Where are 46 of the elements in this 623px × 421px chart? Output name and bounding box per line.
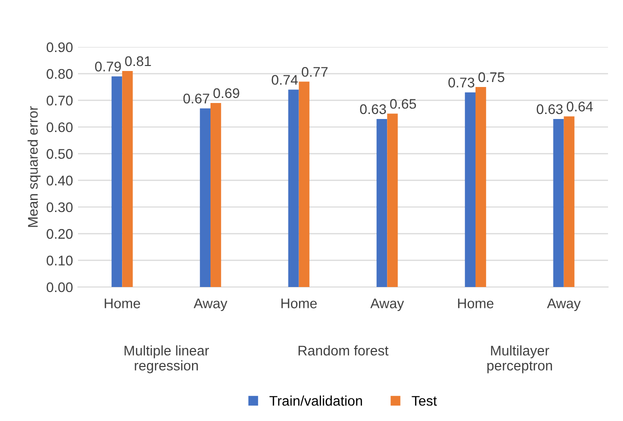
bar: [200, 108, 210, 287]
y-tick-label: 0.80: [46, 69, 73, 79]
y-tick-label: 0.00: [46, 282, 73, 292]
y-tick-label: 0.90: [46, 42, 73, 52]
y-tick-label: 0.30: [46, 202, 73, 212]
x-tick-label: Away: [547, 298, 581, 312]
y-axis-title: Mean squared error: [28, 106, 41, 227]
y-tick-label: 0.20: [46, 229, 73, 239]
y-tick-label: 0.50: [46, 149, 73, 159]
text: Random forest: [298, 345, 388, 356]
data-label: 0.63: [360, 104, 386, 114]
y-tick-label: 0.10: [46, 256, 73, 266]
data-label: 0.69: [213, 88, 240, 98]
data-label: 0.79: [95, 62, 121, 72]
bar: [376, 119, 388, 287]
text: Multilayer perceptron: [487, 345, 552, 374]
x-tick-label: Away: [370, 298, 404, 312]
data-label: 0.67: [183, 94, 210, 104]
data-label: 0.65: [390, 98, 416, 109]
x-tick-label: Home: [104, 298, 140, 308]
bar: [387, 114, 398, 287]
data-label: 0.81: [125, 56, 151, 66]
bar: [553, 119, 564, 287]
x-tick-label: Home: [281, 298, 317, 308]
data-label: 0.73: [448, 78, 474, 88]
legend-label: Test: [412, 396, 437, 406]
bar: [564, 116, 574, 287]
legend-label: Train/validation: [270, 396, 362, 406]
bar: [476, 87, 486, 287]
data-label: 0.63: [536, 104, 563, 114]
y-tick-label: 0.60: [46, 122, 73, 132]
data-label: 0.74: [272, 74, 298, 85]
y-tick-label: 0.40: [46, 176, 73, 186]
x-tick-label: Home: [458, 298, 494, 308]
data-label: 0.75: [478, 72, 504, 82]
data-label: 0.77: [302, 66, 328, 77]
bar: [464, 92, 476, 287]
bar: [112, 76, 122, 287]
bar: [298, 82, 310, 287]
text: Multiple linear regression: [124, 345, 209, 374]
bar: [210, 103, 222, 287]
bar: [122, 71, 133, 287]
data-label: 0.64: [566, 102, 593, 112]
x-tick-label: Away: [194, 298, 228, 312]
bar: [288, 90, 299, 287]
y-tick-label: 0.70: [46, 96, 73, 106]
